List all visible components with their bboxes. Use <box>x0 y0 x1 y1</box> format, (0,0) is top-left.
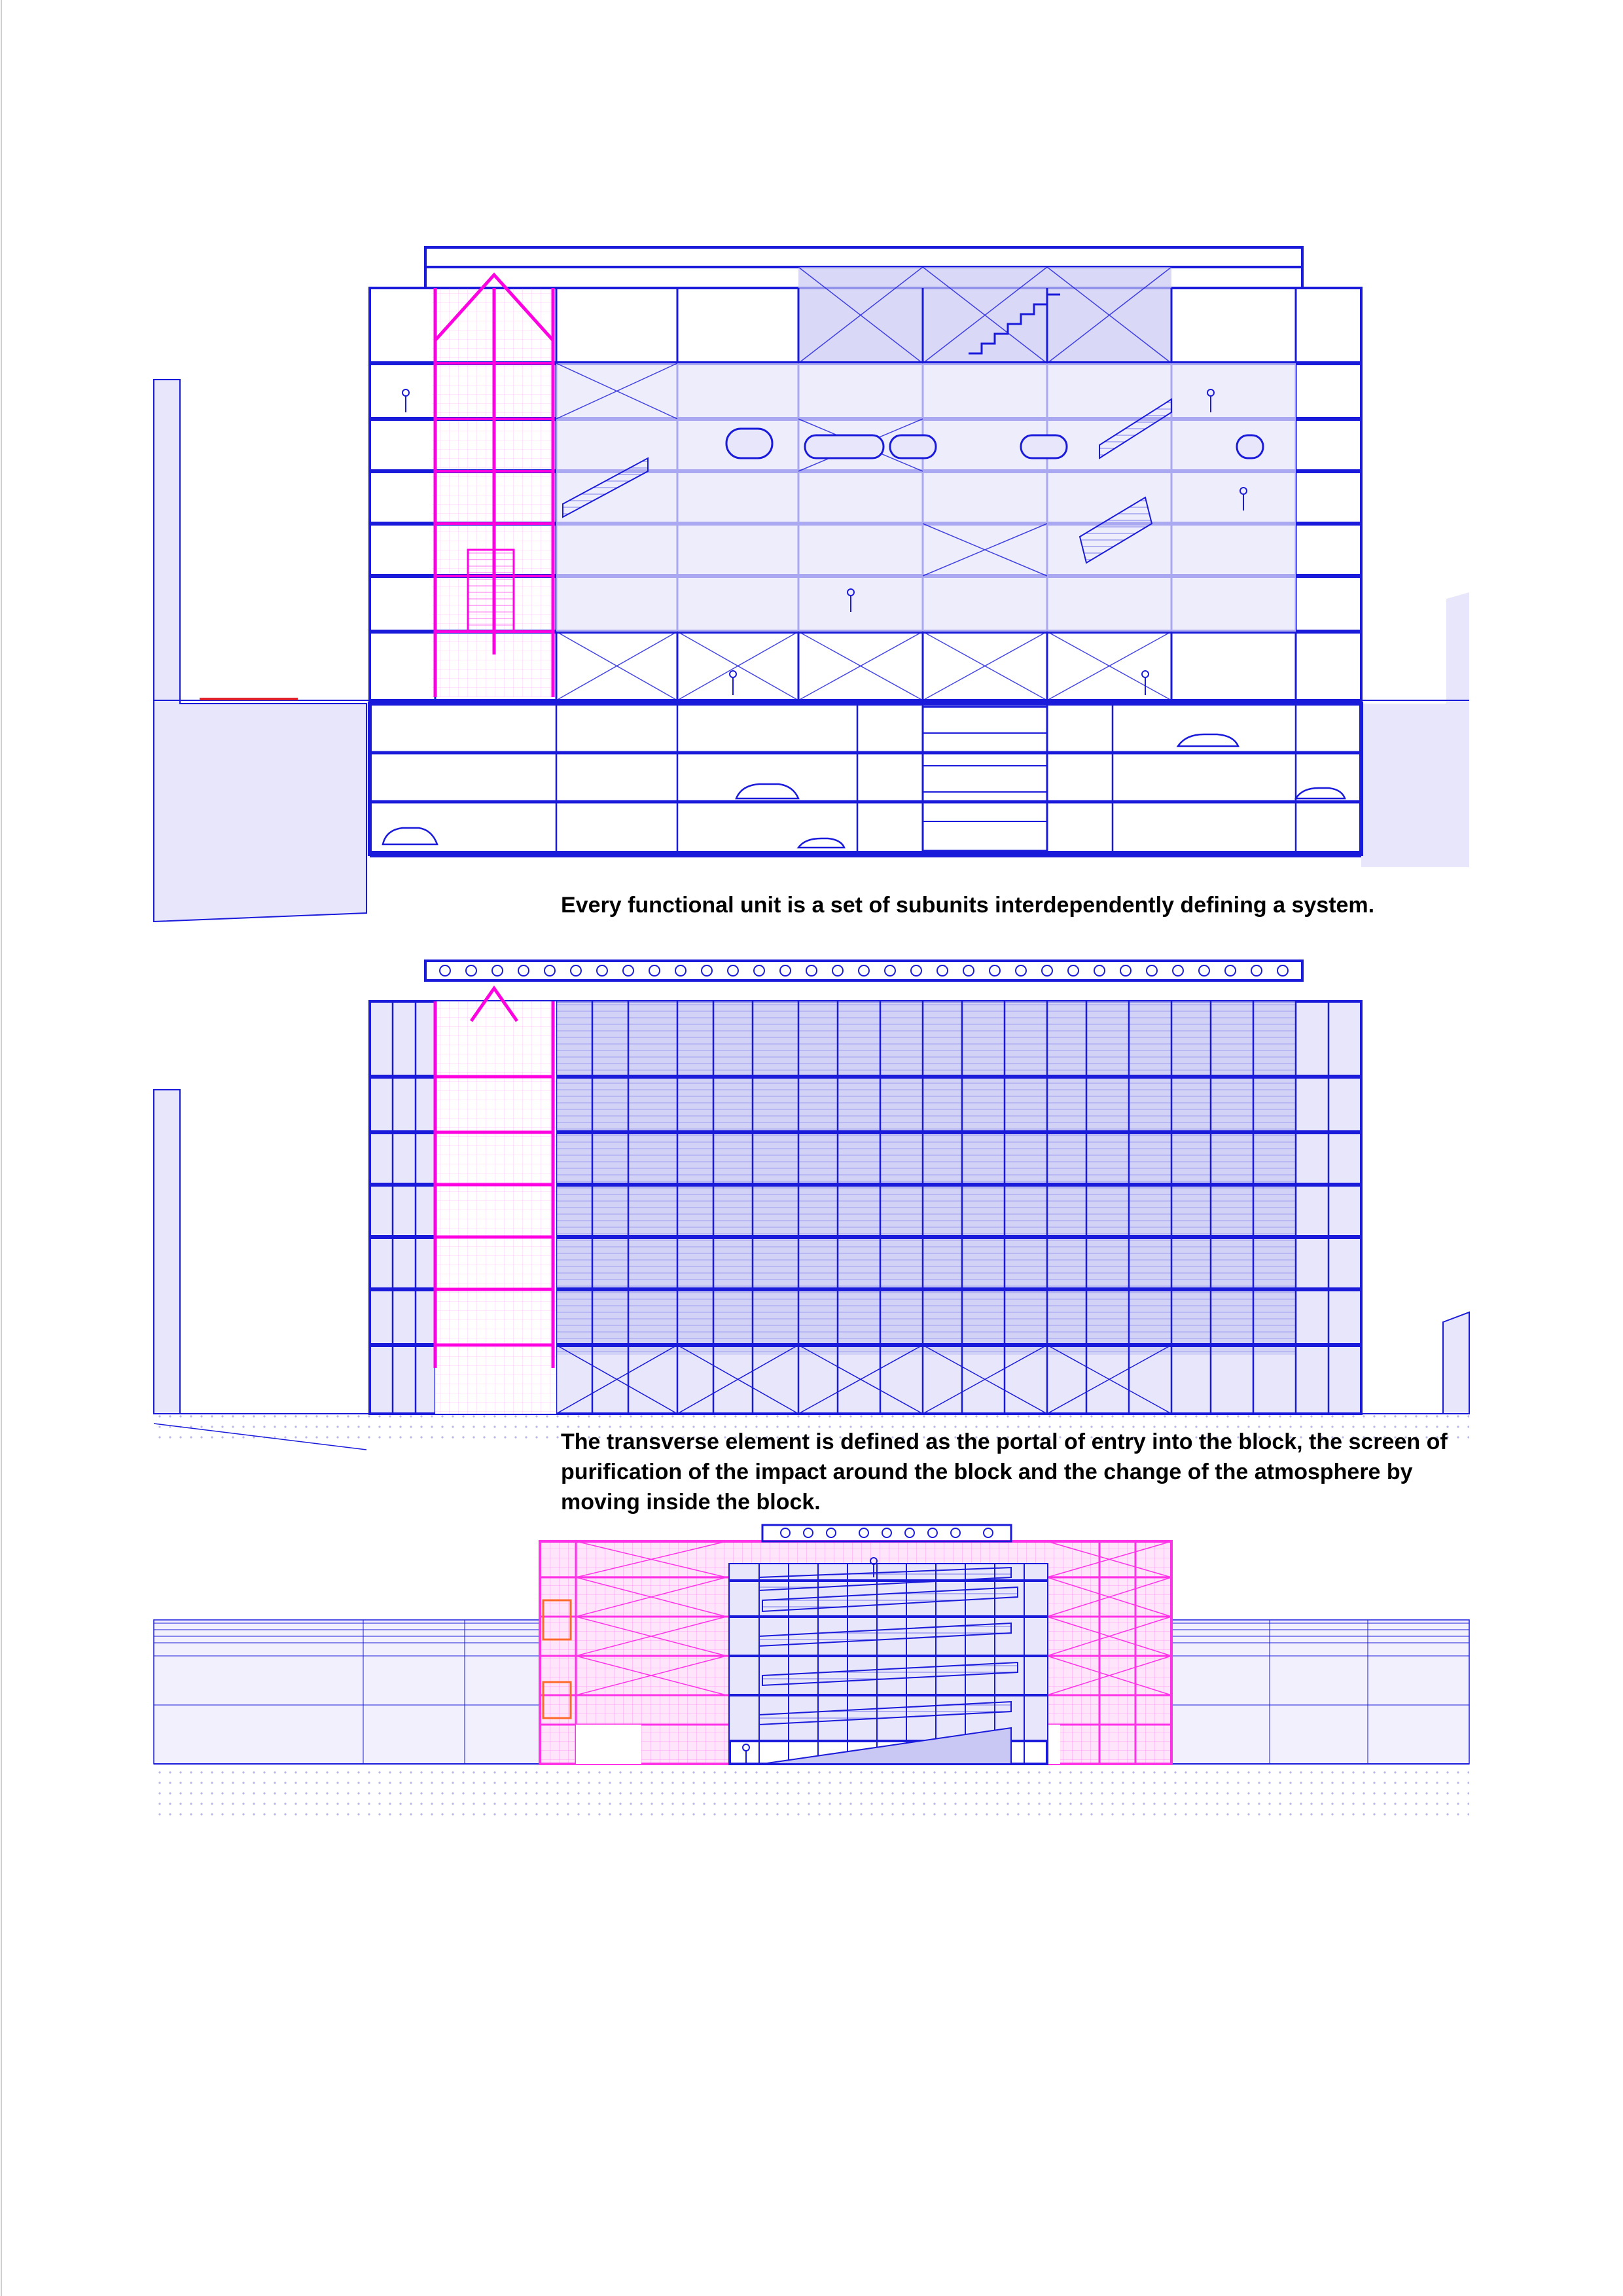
section-caption-2: The transverse element is defined as the… <box>561 1429 1448 1515</box>
parking-levels <box>368 702 1363 857</box>
transverse-elevation-drawing <box>153 1524 1470 1823</box>
longitudinal-elevation-drawing <box>153 960 1470 1450</box>
elevation-circulation-core <box>433 985 556 1414</box>
circulation-core <box>432 272 555 697</box>
longitudinal-section-drawing <box>153 246 1469 923</box>
section-caption-1: Every functional unit is a set of subuni… <box>561 893 1375 918</box>
